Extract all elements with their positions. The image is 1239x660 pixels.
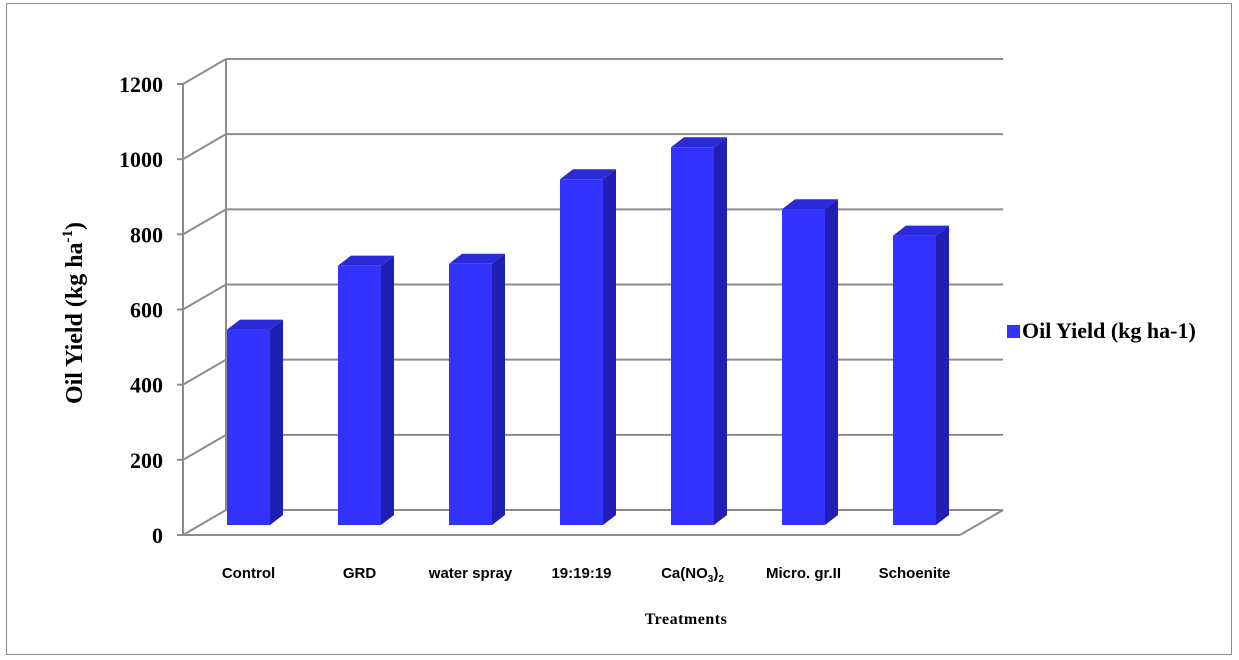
bar [560,169,616,525]
x-category-label: water spray [428,565,513,582]
bar-side [714,137,727,525]
grid-diagonal [182,133,227,161]
x-category-label: Control [222,565,275,582]
grid-diagonal [182,433,227,461]
floor-right-edge [959,509,1004,536]
y-tick-label: 200 [130,448,163,473]
grid-diagonal [182,358,227,386]
bar [449,253,505,525]
bar [227,319,283,525]
y-tick-label: 400 [130,373,163,398]
y-tick-label: 800 [130,222,163,247]
y-tick-label: 600 [130,298,163,323]
bar-top [782,199,838,210]
bar-top [560,169,616,180]
y-axis-label: Oil Yield (kg ha-1) [60,222,88,404]
bar-front [671,147,714,525]
x-category-label: Micro. gr.II [766,565,841,582]
chart-frame [6,3,1232,655]
bar [338,255,394,526]
x-axis-label: Treatments [645,611,728,628]
y-tick-labels: 0 200 400 600 800 1000 1200 [119,72,163,548]
y-tick-label: 1200 [119,72,163,97]
bar [671,137,727,525]
x-category-label: Ca(NO3)2 [661,565,724,585]
bar-front [227,329,270,525]
grid-diagonal [182,509,227,536]
legend-label: Oil Yield (kg ha-1) [1022,318,1196,343]
y-tick-label: 1000 [119,147,163,172]
bars [227,137,949,526]
bar [782,199,838,526]
grid-diagonal [182,208,227,236]
y-tick-label: 0 [152,523,163,548]
bar-side [381,255,394,526]
bar-top [227,319,283,330]
bar-side [492,253,505,525]
bar [893,225,949,525]
x-category-label: 19:19:19 [551,565,611,582]
bar-front [893,235,936,525]
bar-top [449,253,505,264]
bar-top [671,137,727,148]
bar-front [338,265,381,525]
bar-side [603,169,616,525]
bar-side [825,199,838,526]
bar-side [270,319,283,525]
grid-diagonal [182,58,227,85]
bar-front [560,179,603,525]
bar-front [449,263,492,525]
x-category-labels: Control GRD water spray 19:19:19 Ca(NO3)2 Mic… [222,565,951,585]
grid-diagonal [182,283,227,311]
bar-front [782,209,825,526]
x-category-label: Schoenite [879,565,951,582]
bar-top [893,225,949,236]
legend-swatch [1007,325,1020,338]
bar-top [338,255,394,266]
bar-side [936,225,949,525]
x-category-label: GRD [343,565,377,582]
